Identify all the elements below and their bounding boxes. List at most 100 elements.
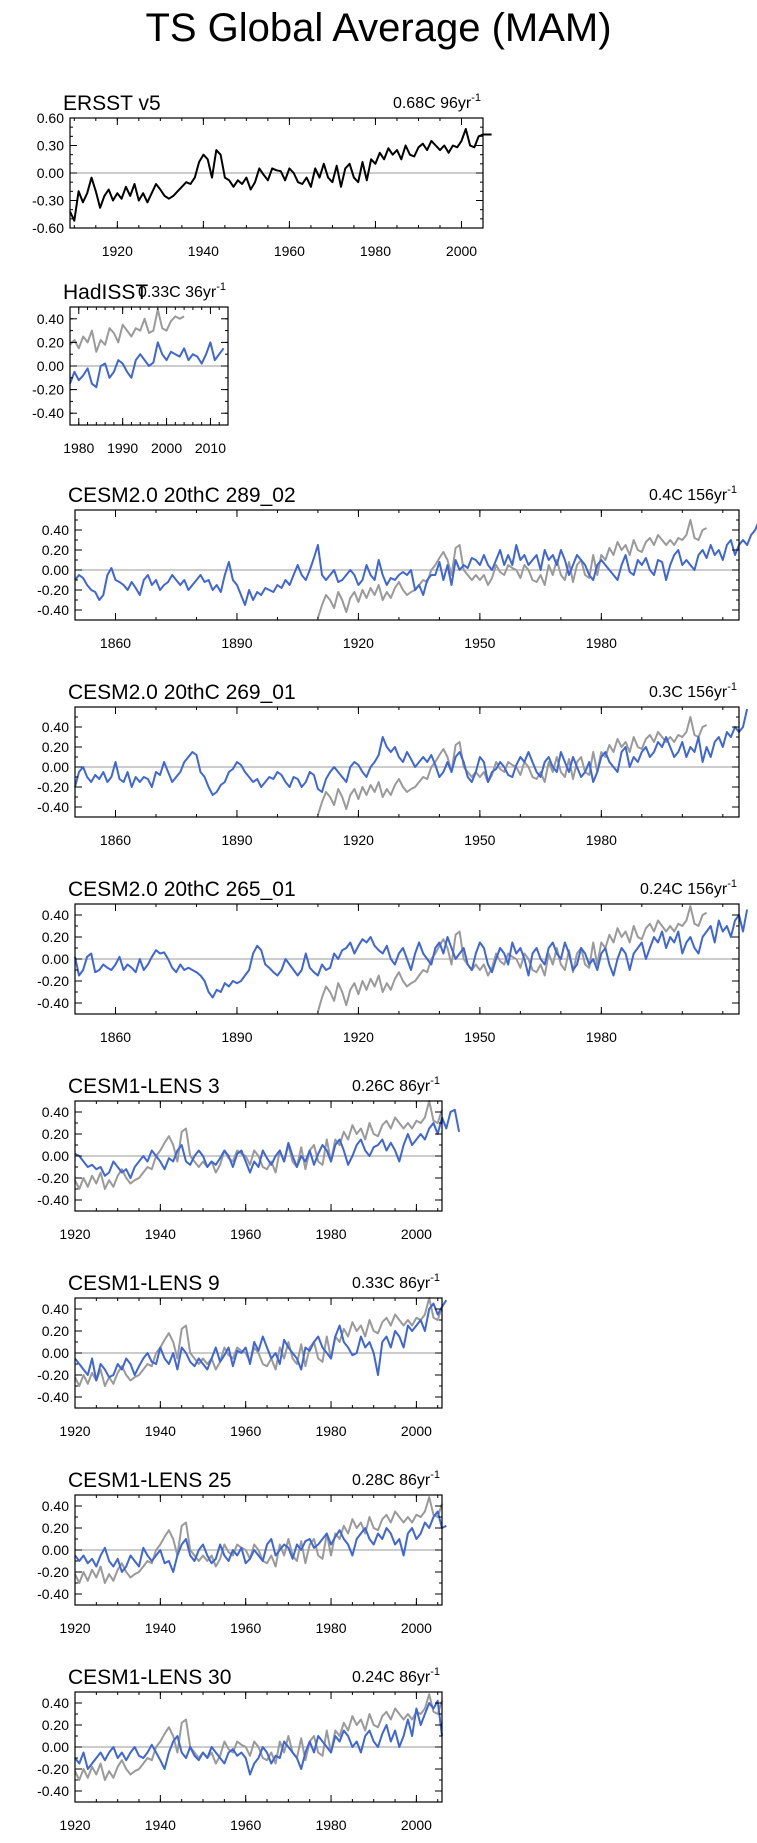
trend-label: 0.24C 156yr-1 [640, 878, 737, 898]
y-tick-label: -0.40 [37, 1389, 69, 1405]
y-tick-label: -0.40 [37, 1783, 69, 1799]
x-tick-label: 1920 [59, 1226, 90, 1242]
x-tick-label: 2000 [401, 1817, 432, 1833]
x-tick-label: 1980 [315, 1817, 346, 1833]
panel-title: CESM2.0 20thC 265_01 [68, 878, 296, 901]
trend-exponent: -1 [430, 1666, 440, 1678]
x-tick-label: 1860 [100, 832, 131, 848]
x-tick-label: 1920 [343, 1029, 374, 1045]
y-tick-label: -0.40 [37, 995, 69, 1011]
chart-panel: -0.40 -0.20 0.00 0.20 0.40 1920 1940 1960 1980 20… [37, 1469, 447, 1636]
y-tick-label: 0.00 [42, 1148, 69, 1164]
figure-title: TS Global Average (MAM) [145, 6, 612, 50]
trend-label: 0.3C 156yr-1 [649, 681, 737, 701]
trend-value: 0.33C 36yr [138, 284, 217, 301]
y-tick-label: 0.20 [42, 929, 69, 945]
x-tick-label: 1920 [59, 1423, 90, 1439]
plot-frame [74, 706, 740, 818]
panel-title: CESM1-LENS 9 [68, 1272, 220, 1295]
trend-exponent: -1 [727, 878, 737, 890]
obs-series-line [316, 519, 708, 619]
y-tick-label: -0.20 [37, 1761, 69, 1777]
trend-value: 0.68C 96yr [393, 95, 472, 112]
panel-title: CESM2.0 20thC 289_02 [68, 484, 296, 507]
x-tick-label: 2000 [401, 1620, 432, 1636]
trend-label: 0.26C 86yr-1 [352, 1075, 440, 1095]
y-tick-label: 0.40 [37, 311, 64, 327]
trend-exponent: -1 [727, 681, 737, 693]
obs-series-line [74, 1100, 443, 1190]
model-series-line [74, 1299, 448, 1382]
obs-series-line [74, 1297, 443, 1387]
x-tick-label: 2000 [446, 243, 477, 259]
model-series-line [74, 909, 749, 999]
x-tick-label: 1980 [63, 440, 94, 456]
x-tick-label: 1980 [360, 243, 391, 259]
trend-label: 0.33C 36yr-1 [138, 281, 226, 301]
obs-series-line [69, 308, 185, 353]
y-tick-label: 0.40 [42, 1695, 69, 1711]
chart-panel: -0.40 -0.20 0.00 0.20 0.40 1920 1940 1960 1980 20… [37, 1272, 448, 1439]
trend-value: 0.26C 86yr [352, 1078, 431, 1095]
x-tick-label: 1980 [315, 1423, 346, 1439]
x-tick-label: 1890 [221, 1029, 252, 1045]
chart-panel: -0.40 -0.20 0.00 0.20 0.40 1860 1890 1920 1950 19… [37, 878, 749, 1045]
x-tick-label: 1940 [145, 1620, 176, 1636]
x-tick-label: 1960 [230, 1226, 261, 1242]
y-tick-label: 0.40 [42, 522, 69, 538]
panel-title: CESM1-LENS 3 [68, 1075, 220, 1098]
trend-exponent: -1 [430, 1272, 440, 1284]
trend-exponent: -1 [471, 92, 481, 104]
trend-label: 0.28C 86yr-1 [352, 1469, 440, 1489]
y-tick-label: -0.40 [37, 1586, 69, 1602]
chart-panel: -0.60 -0.30 0.00 0.30 0.60 1920 1940 1960 1980 20… [32, 92, 492, 259]
x-tick-label: 1960 [230, 1817, 261, 1833]
y-tick-label: -0.30 [32, 193, 64, 209]
y-tick-label: -0.40 [37, 1192, 69, 1208]
y-tick-label: -0.40 [37, 799, 69, 815]
plot-frame [74, 509, 740, 621]
y-tick-label: -0.20 [37, 1367, 69, 1383]
panel-title: CESM1-LENS 25 [68, 1469, 231, 1492]
y-tick-label: -0.40 [32, 405, 64, 421]
trend-value: 0.24C 156yr [640, 881, 728, 898]
x-tick-label: 1980 [315, 1620, 346, 1636]
x-tick-label: 1920 [59, 1817, 90, 1833]
y-tick-label: 0.00 [42, 562, 69, 578]
trend-label: 0.33C 86yr-1 [352, 1272, 440, 1292]
obs-series-line [316, 905, 708, 1013]
x-tick-label: 1920 [59, 1620, 90, 1636]
x-tick-label: 1960 [274, 243, 305, 259]
x-tick-label: 1920 [343, 635, 374, 651]
x-tick-label: 1980 [315, 1226, 346, 1242]
trend-exponent: -1 [216, 281, 226, 293]
chart-panel: -0.40 -0.20 0.00 0.20 0.40 1920 1940 1960 1980 20… [37, 1075, 461, 1242]
y-tick-label: 0.00 [37, 358, 64, 374]
x-tick-label: 1960 [230, 1620, 261, 1636]
panel-title: CESM2.0 20thC 269_01 [68, 681, 296, 704]
y-tick-label: 0.00 [42, 951, 69, 967]
y-tick-label: 0.00 [42, 1739, 69, 1755]
y-tick-label: -0.20 [37, 779, 69, 795]
x-tick-label: 1890 [221, 832, 252, 848]
x-tick-label: 1940 [145, 1423, 176, 1439]
x-tick-label: 1940 [188, 243, 219, 259]
chart-panel: -0.40 -0.20 0.00 0.20 0.40 1980 1990 2000 2010 Ha… [32, 281, 229, 456]
y-tick-label: -0.20 [37, 1170, 69, 1186]
trend-value: 0.33C 86yr [352, 1275, 431, 1292]
trend-exponent: -1 [430, 1469, 440, 1481]
model-series-line [69, 341, 225, 389]
y-tick-label: 0.40 [42, 907, 69, 923]
y-tick-label: 0.30 [37, 138, 64, 154]
x-tick-label: 1950 [464, 832, 495, 848]
y-tick-label: -0.20 [32, 382, 64, 398]
y-tick-label: 0.20 [42, 1126, 69, 1142]
x-tick-label: 1980 [586, 1029, 617, 1045]
model-series-line [74, 708, 749, 796]
obs-series-line [69, 128, 492, 222]
y-tick-label: 0.60 [37, 110, 64, 126]
x-tick-label: 1920 [343, 832, 374, 848]
y-tick-label: 0.20 [37, 334, 64, 350]
trend-label: 0.24C 86yr-1 [352, 1666, 440, 1686]
